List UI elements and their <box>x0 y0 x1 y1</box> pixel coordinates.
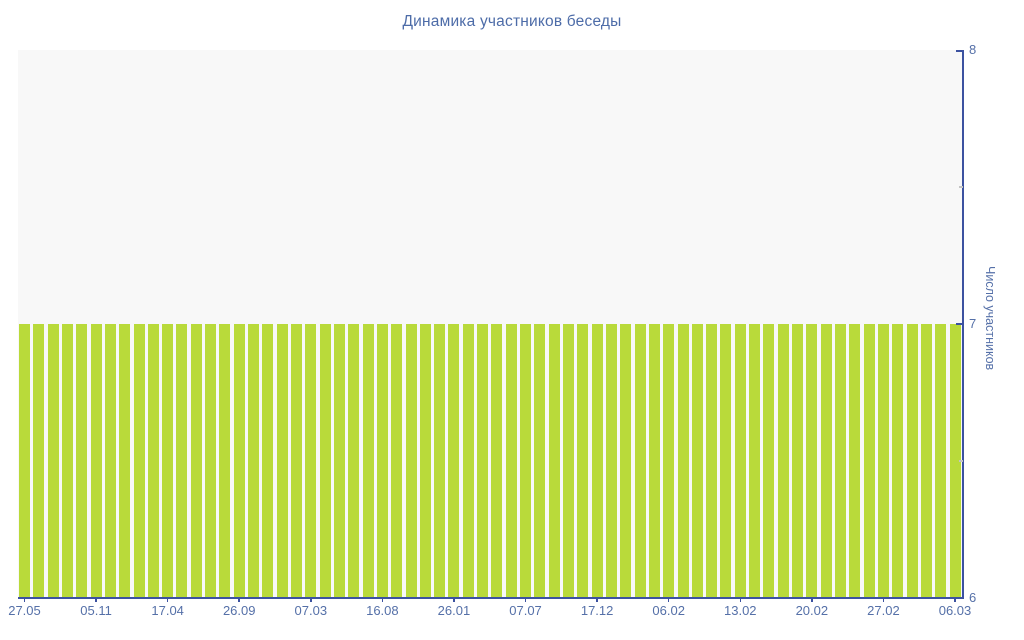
y-axis-title: Число участников <box>983 266 997 371</box>
plot-area <box>18 50 963 598</box>
x-tick-label: 16.08 <box>366 603 399 618</box>
x-tick-label: 05.11 <box>80 603 112 618</box>
x-tick-label: 20.02 <box>795 603 829 618</box>
y-tick-label: 6 <box>969 590 977 605</box>
x-tick-label: 26.09 <box>222 603 256 618</box>
x-tick-label: 27.05 <box>8 603 41 618</box>
x-tick-label: 06.03 <box>938 603 972 618</box>
x-tick-label: 26.01 <box>437 603 471 618</box>
x-tick-label: 17.12 <box>580 603 614 618</box>
x-tick-label: 07.07 <box>509 603 542 618</box>
x-tick-label: 06.02 <box>652 603 685 618</box>
chart-title: Динамика участников беседы <box>402 13 622 30</box>
y-tick-label: 8 <box>969 42 977 57</box>
x-tick-label: 07.03 <box>294 603 328 618</box>
x-tick-label: 17.04 <box>151 603 184 618</box>
x-tick-label: 13.02 <box>723 603 757 618</box>
x-axis-line <box>18 597 964 599</box>
y-axis-line <box>962 50 964 599</box>
x-tick-label: 27.02 <box>867 603 900 618</box>
y-tick-label: 7 <box>969 316 977 331</box>
